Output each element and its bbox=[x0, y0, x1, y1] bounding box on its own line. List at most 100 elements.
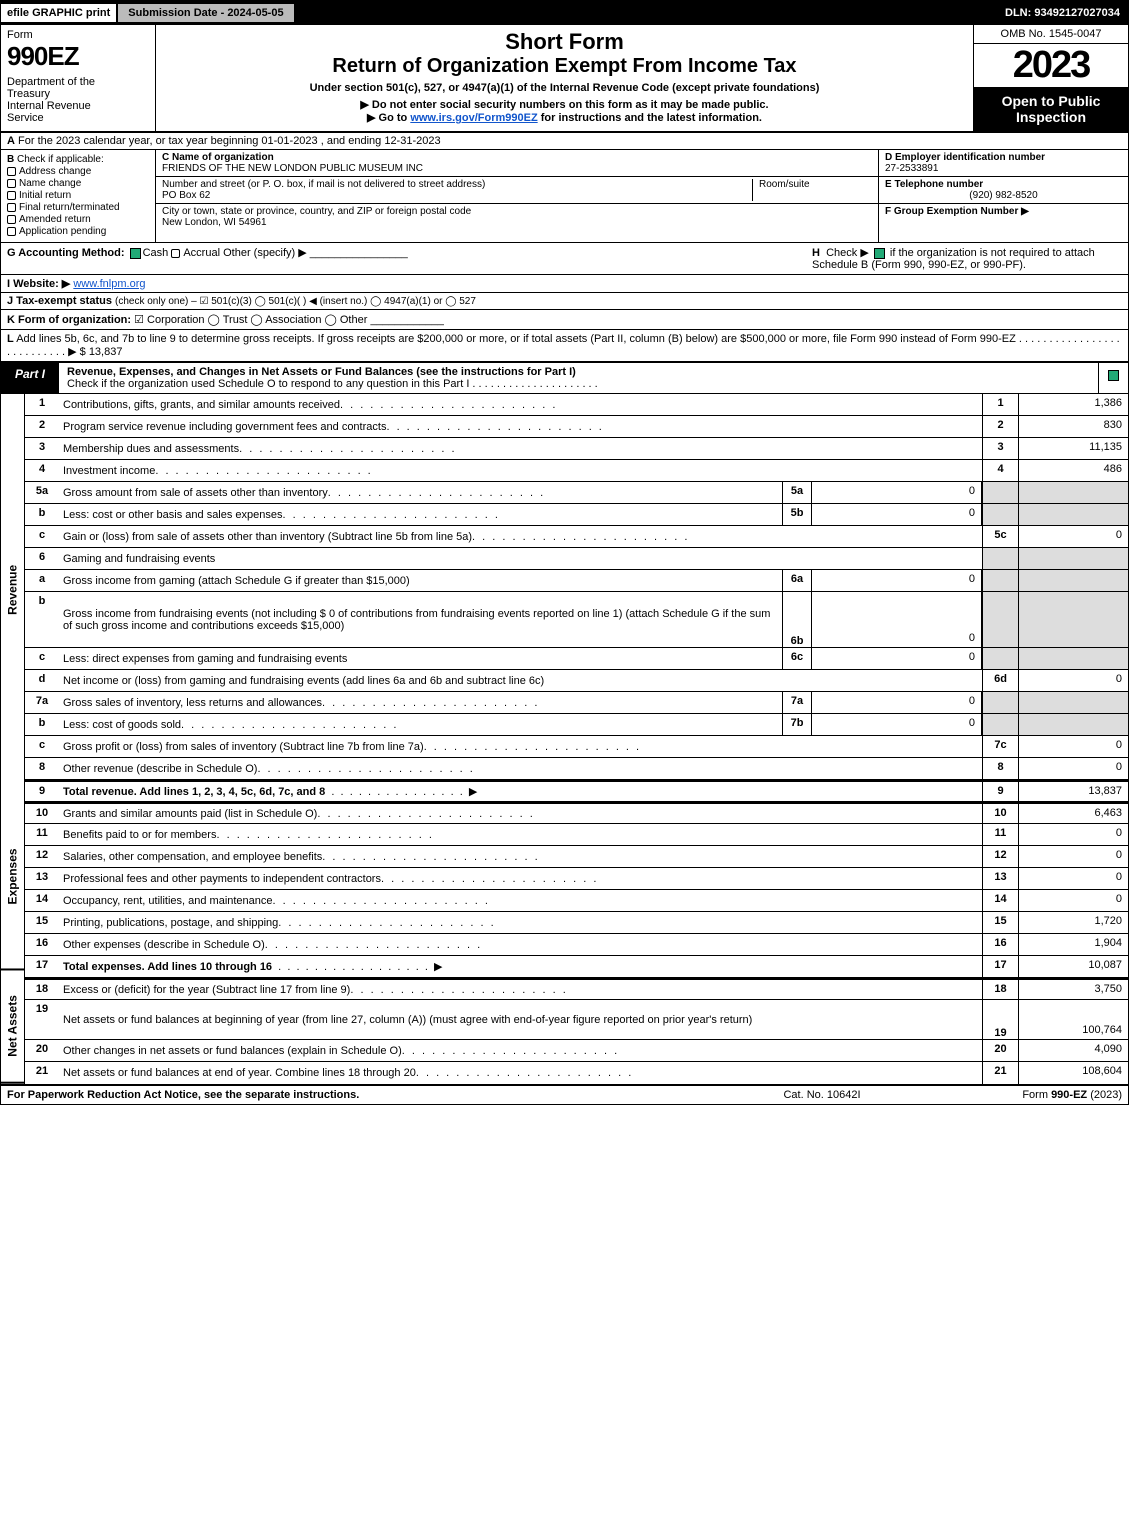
footer-form: Form 990-EZ (2023) bbox=[922, 1089, 1122, 1101]
row-i: I Website: ▶ www.fnlpm.org bbox=[1, 275, 1128, 293]
line-12: 12 Salaries, other compensation, and emp… bbox=[25, 846, 1128, 868]
col-d: D Employer identification number 27-2533… bbox=[878, 150, 1128, 242]
city: New London, WI 54961 bbox=[162, 217, 267, 228]
group-label: F Group Exemption Number ▶ bbox=[885, 206, 1029, 217]
dln: DLN: 93492127027034 bbox=[997, 4, 1128, 22]
accrual-checkbox[interactable] bbox=[171, 249, 180, 258]
line-6: 6 Gaming and fundraising events bbox=[25, 548, 1128, 570]
side-netassets: Net Assets bbox=[1, 970, 24, 1084]
street: PO Box 62 bbox=[162, 190, 210, 201]
row-k: K Form of organization: ☑ Corporation ◯ … bbox=[1, 310, 1128, 330]
top-bar: efile GRAPHIC print Submission Date - 20… bbox=[1, 1, 1128, 25]
line-7b: b Less: cost of goods sold 7b 0 bbox=[25, 714, 1128, 736]
line-20: 20 Other changes in net assets or fund b… bbox=[25, 1040, 1128, 1062]
other-specify: Other (specify) ▶ bbox=[223, 247, 307, 259]
tel-label: E Telephone number bbox=[885, 179, 983, 190]
line-7c: c Gross profit or (loss) from sales of i… bbox=[25, 736, 1128, 758]
form-header: Form 990EZ Department of theTreasuryInte… bbox=[1, 25, 1128, 133]
label-a: A bbox=[7, 135, 15, 147]
website-link[interactable]: www.fnlpm.org bbox=[73, 278, 145, 290]
open-to-public: Open to Public Inspection bbox=[974, 87, 1128, 131]
line-14: 14 Occupancy, rent, utilities, and maint… bbox=[25, 890, 1128, 912]
group-exemption: F Group Exemption Number ▶ bbox=[879, 204, 1128, 219]
ein-cell: D Employer identification number 27-2533… bbox=[879, 150, 1128, 177]
footer: For Paperwork Reduction Act Notice, see … bbox=[1, 1084, 1128, 1104]
form-of-org: ☑ Corporation ◯ Trust ◯ Association ◯ Ot… bbox=[134, 314, 367, 326]
org-name: FRIENDS OF THE NEW LONDON PUBLIC MUSEUM … bbox=[162, 163, 423, 174]
col-c: C Name of organization FRIENDS OF THE NE… bbox=[156, 150, 878, 242]
row-j: J Tax-exempt status (check only one) – ☑… bbox=[1, 293, 1128, 310]
label-i: I Website: ▶ bbox=[7, 278, 70, 290]
line-1: 1 Contributions, gifts, grants, and simi… bbox=[25, 394, 1128, 416]
line-5c: c Gain or (loss) from sale of assets oth… bbox=[25, 526, 1128, 548]
line-21: 21 Net assets or fund balances at end of… bbox=[25, 1062, 1128, 1084]
chk-pending[interactable]: Application pending bbox=[7, 226, 149, 237]
footer-left: For Paperwork Reduction Act Notice, see … bbox=[7, 1089, 722, 1101]
header-mid: Short Form Return of Organization Exempt… bbox=[156, 25, 973, 131]
lines-container: 1 Contributions, gifts, grants, and simi… bbox=[25, 394, 1128, 1084]
row-g-h: G Accounting Method: Cash Accrual Other … bbox=[1, 243, 1128, 275]
line-6a: a Gross income from gaming (attach Sched… bbox=[25, 570, 1128, 592]
line-16: 16 Other expenses (describe in Schedule … bbox=[25, 934, 1128, 956]
room-suite: Room/suite bbox=[752, 179, 872, 201]
line-6d: d Net income or (loss) from gaming and f… bbox=[25, 670, 1128, 692]
submission-date: Submission Date - 2024-05-05 bbox=[118, 4, 295, 22]
chk-amended[interactable]: Amended return bbox=[7, 214, 149, 225]
part1-title: Revenue, Expenses, and Changes in Net As… bbox=[59, 363, 1098, 393]
omb-number: OMB No. 1545-0047 bbox=[974, 25, 1128, 44]
main-lines: Revenue Expenses Net Assets 1 Contributi… bbox=[1, 394, 1128, 1084]
line-9: 9 Total revenue. Add lines 1, 2, 3, 4, 5… bbox=[25, 780, 1128, 802]
tax-year: 2023 bbox=[974, 44, 1128, 87]
department: Department of theTreasuryInternal Revenu… bbox=[7, 76, 149, 124]
form-990ez: efile GRAPHIC print Submission Date - 20… bbox=[0, 0, 1129, 1105]
cash-checkbox[interactable] bbox=[130, 248, 141, 259]
chk-final[interactable]: Final return/terminated bbox=[7, 202, 149, 213]
line-19: 19 Net assets or fund balances at beginn… bbox=[25, 1000, 1128, 1040]
side-revenue: Revenue bbox=[1, 394, 24, 785]
header-left: Form 990EZ Department of theTreasuryInte… bbox=[1, 25, 156, 131]
label-b: B bbox=[7, 154, 14, 165]
tel-cell: E Telephone number (920) 982-8520 bbox=[879, 177, 1128, 204]
part1-checkbox[interactable] bbox=[1098, 363, 1128, 393]
header-sub2a: ▶ Do not enter social security numbers o… bbox=[164, 98, 965, 111]
street-cell: Number and street (or P. O. box, if mail… bbox=[156, 177, 878, 204]
part1-tag: Part I bbox=[1, 363, 59, 393]
efile-label: efile GRAPHIC print bbox=[1, 4, 118, 22]
side-labels: Revenue Expenses Net Assets bbox=[1, 394, 25, 1084]
header-sub2b: ▶ Go to www.irs.gov/Form990EZ for instru… bbox=[164, 111, 965, 124]
line-6b: b Gross income from fundraising events (… bbox=[25, 592, 1128, 648]
footer-cat: Cat. No. 10642I bbox=[722, 1089, 922, 1101]
line-4: 4 Investment income 4 486 bbox=[25, 460, 1128, 482]
city-label: City or town, state or province, country… bbox=[162, 206, 471, 217]
label-h: H bbox=[812, 247, 820, 259]
header-sub1: Under section 501(c), 527, or 4947(a)(1)… bbox=[164, 82, 965, 94]
label-g: G Accounting Method: bbox=[7, 247, 125, 259]
short-form-label: Short Form bbox=[164, 29, 965, 55]
row-l: L Add lines 5b, 6c, and 7b to line 9 to … bbox=[1, 330, 1128, 363]
line-17: 17 Total expenses. Add lines 10 through … bbox=[25, 956, 1128, 978]
telephone: (920) 982-8520 bbox=[885, 190, 1122, 201]
name-label: C Name of organization bbox=[162, 152, 274, 163]
line-11: 11 Benefits paid to or for members 11 0 bbox=[25, 824, 1128, 846]
form-word: Form bbox=[7, 29, 149, 41]
row-a-text: For the 2023 calendar year, or tax year … bbox=[18, 135, 441, 147]
chk-name[interactable]: Name change bbox=[7, 178, 149, 189]
line-3: 3 Membership dues and assessments 3 11,1… bbox=[25, 438, 1128, 460]
line-8: 8 Other revenue (describe in Schedule O)… bbox=[25, 758, 1128, 780]
line-5a: 5a Gross amount from sale of assets othe… bbox=[25, 482, 1128, 504]
street-label: Number and street (or P. O. box, if mail… bbox=[162, 179, 485, 190]
line-7a: 7a Gross sales of inventory, less return… bbox=[25, 692, 1128, 714]
label-j: J Tax-exempt status bbox=[7, 295, 112, 307]
label-k: K Form of organization: bbox=[7, 314, 131, 326]
chk-address[interactable]: Address change bbox=[7, 166, 149, 177]
row-a: A For the 2023 calendar year, or tax yea… bbox=[1, 133, 1128, 150]
org-name-cell: C Name of organization FRIENDS OF THE NE… bbox=[156, 150, 878, 177]
row-h: H Check ▶ if the organization is not req… bbox=[812, 246, 1122, 271]
col-b-heading: Check if applicable: bbox=[17, 154, 104, 165]
h-checkbox[interactable] bbox=[874, 248, 885, 259]
row-g: G Accounting Method: Cash Accrual Other … bbox=[7, 246, 812, 271]
chk-initial[interactable]: Initial return bbox=[7, 190, 149, 201]
part1-check-text: Check if the organization used Schedule … bbox=[67, 378, 598, 390]
irs-link[interactable]: www.irs.gov/Form990EZ bbox=[410, 112, 537, 124]
header-right: OMB No. 1545-0047 2023 Open to Public In… bbox=[973, 25, 1128, 131]
